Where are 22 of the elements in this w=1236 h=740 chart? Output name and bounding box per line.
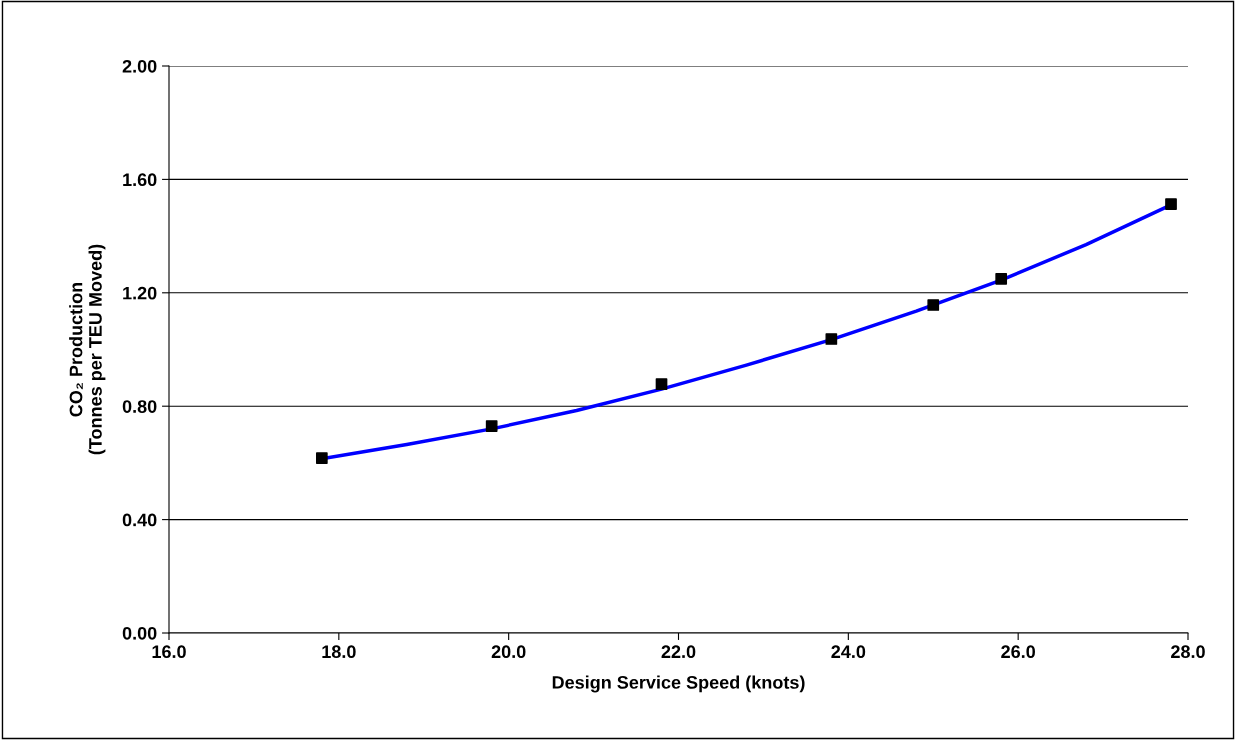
y-tick-label: 1.20 [123,286,157,300]
point [995,273,1008,285]
x-tick-label: 26.0 [1001,645,1035,659]
point [655,378,668,390]
x-tick-label: 24.0 [831,645,866,659]
x-tick-label: 16.0 [152,645,186,659]
point [825,333,838,345]
y-tick-label: 0.00 [122,626,157,640]
y-tick-label: 0.80 [122,400,157,413]
y-tick-label: 1.60 [123,173,157,187]
y-tick-label: 0.40 [122,513,157,527]
x-axis-title: Design Service Speed (knots) [552,675,805,693]
x-tick-label: 20.0 [491,645,526,659]
point [316,452,328,464]
x-tick-label: 22.0 [661,645,696,659]
x-tick-label: 18.0 [322,645,356,659]
y-tick-label: 2.00 [122,59,157,73]
point [927,299,940,311]
point [1165,198,1177,210]
y-axis-title: CO₂ Production (Tonnes per TEU Moved) [69,244,106,455]
point [485,420,498,432]
x-tick-label: 28.0 [1171,645,1205,659]
